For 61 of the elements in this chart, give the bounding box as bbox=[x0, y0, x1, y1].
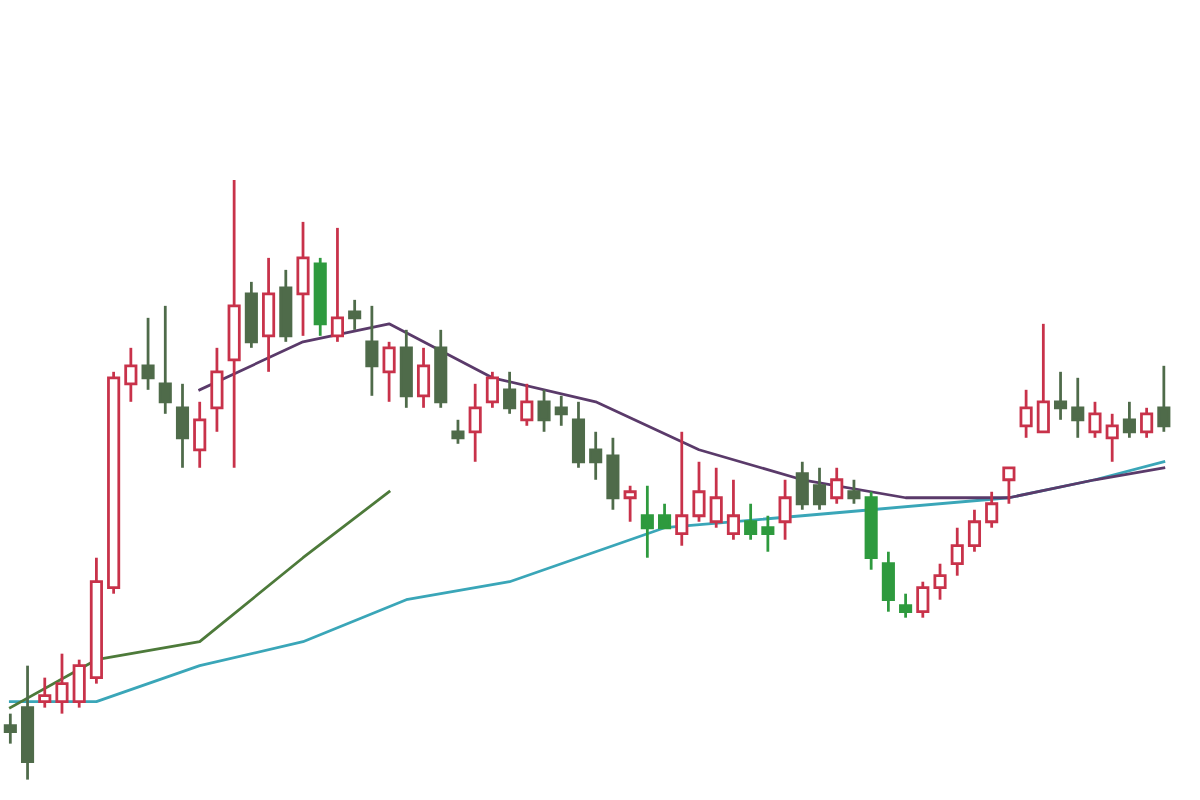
candlestick bbox=[141, 316, 155, 392]
candlestick bbox=[296, 220, 310, 338]
candlestick bbox=[210, 346, 224, 434]
candlestick bbox=[950, 526, 964, 578]
candlestick bbox=[279, 268, 293, 344]
candlestick bbox=[640, 484, 654, 560]
candlestick bbox=[1071, 376, 1085, 440]
candlestick bbox=[916, 580, 930, 620]
candlestick bbox=[967, 508, 982, 554]
candlestick bbox=[1122, 400, 1136, 440]
candlestick bbox=[1157, 364, 1171, 434]
candlestick bbox=[709, 466, 723, 530]
candlestick bbox=[675, 430, 689, 548]
candlestick bbox=[451, 418, 465, 446]
candlestick bbox=[589, 430, 603, 482]
candlestick bbox=[830, 466, 844, 506]
candlestick bbox=[520, 382, 534, 428]
candlestick bbox=[899, 592, 913, 620]
candlestick bbox=[623, 484, 637, 524]
candlestick bbox=[933, 562, 947, 602]
candlestick bbox=[778, 478, 792, 542]
candlestick bbox=[692, 460, 706, 524]
candlestick bbox=[158, 304, 172, 416]
candlestick bbox=[658, 502, 672, 530]
candlestick bbox=[399, 328, 413, 410]
candlestick bbox=[1019, 388, 1033, 440]
candlestick bbox=[812, 466, 827, 512]
candlestick bbox=[193, 400, 207, 470]
candlestick bbox=[3, 712, 17, 746]
candlestick bbox=[485, 370, 499, 410]
candlestick bbox=[1002, 466, 1016, 506]
candlestick bbox=[1036, 322, 1050, 434]
candlestick bbox=[847, 478, 861, 506]
candlestick bbox=[124, 346, 138, 404]
candlestick bbox=[330, 226, 344, 344]
candlestick bbox=[606, 436, 620, 512]
candlestick bbox=[726, 478, 740, 542]
candlestick bbox=[985, 490, 999, 530]
candlestick bbox=[1140, 406, 1154, 440]
candlestick bbox=[1053, 370, 1068, 422]
candlestick bbox=[761, 514, 775, 554]
candlestick bbox=[554, 394, 568, 428]
candlestick bbox=[795, 460, 809, 512]
candlestick bbox=[55, 652, 69, 716]
candlestick bbox=[468, 382, 482, 464]
candlestick bbox=[503, 370, 517, 416]
candlestick bbox=[881, 550, 895, 614]
candlestick bbox=[1088, 400, 1102, 440]
candlestick bbox=[262, 256, 276, 374]
candlestick bbox=[365, 304, 379, 398]
candlestick bbox=[537, 388, 551, 434]
candlestick bbox=[175, 382, 190, 470]
candlestick bbox=[571, 400, 586, 470]
candlestick bbox=[382, 340, 396, 404]
candlestick bbox=[744, 502, 758, 542]
candlestick bbox=[244, 280, 258, 350]
candlestick bbox=[416, 346, 431, 410]
candlestick bbox=[72, 658, 86, 710]
candlestick bbox=[348, 298, 362, 332]
candlestick bbox=[1105, 412, 1119, 464]
candlestick bbox=[38, 676, 52, 710]
